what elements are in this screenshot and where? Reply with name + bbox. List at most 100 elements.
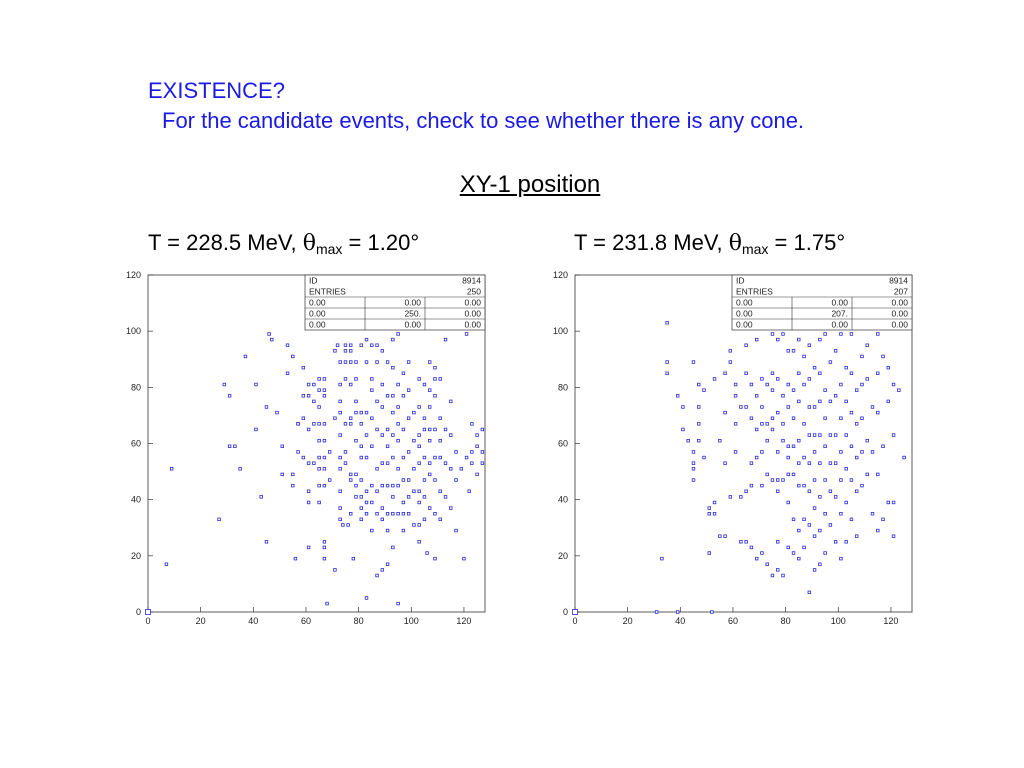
data-point [781,394,785,398]
data-point [312,382,316,387]
data-point [443,461,448,465]
data-point [781,573,785,578]
scatter-plot-left: 0 20 40 60 80 100 120 0 20 40 60 80 100 120 ID 8914 ENTR… [118,270,488,630]
data-point [422,495,427,499]
data-point [391,545,395,550]
data-point [572,609,578,615]
data-point [285,343,290,347]
data-point [417,444,421,449]
stats-cell: 0.00 [736,320,753,330]
data-point [349,422,353,426]
data-point [422,427,427,432]
x-tick-label: 80 [354,616,364,626]
data-point [770,371,775,375]
data-point [145,609,151,615]
data-point [828,489,833,493]
data-point [812,534,817,538]
data-point [480,427,485,432]
data-point [823,332,827,336]
data-point [849,517,854,522]
data-point [807,377,812,381]
data-point [354,495,358,499]
data-point [828,399,833,404]
data-point [707,551,711,555]
data-point [480,461,485,465]
data-point [438,489,442,493]
data-point [828,461,833,465]
data-point [470,461,474,465]
data-point [860,416,864,420]
data-point [776,540,780,544]
data-point [428,360,432,364]
data-point [681,427,685,432]
data-point [802,382,806,387]
data-point [412,410,416,415]
data-point [338,399,342,404]
stats-id-label: ID [309,276,318,286]
data-point [385,461,390,465]
data-point [238,467,242,471]
data-point [739,495,743,499]
data-point [760,483,764,488]
data-point [860,483,864,488]
data-point [359,455,363,460]
data-point [412,438,416,443]
y-tick-label: 100 [126,326,141,336]
data-point [754,427,759,432]
data-point [385,483,390,488]
data-point [364,500,369,505]
data-point [354,438,358,443]
x-tick-label: 40 [675,616,685,626]
data-point [876,528,880,533]
data-point [370,483,374,488]
data-point [844,540,848,544]
data-point [422,455,427,460]
stats-cell: 0.00 [404,298,421,308]
data-point [438,455,442,460]
data-point [346,523,350,527]
data-point [401,427,406,432]
data-point [428,438,432,443]
data-point [349,472,353,477]
data-point [776,568,780,572]
data-point [786,349,790,353]
data-point [406,388,411,392]
data-point [306,382,311,387]
data-point [849,444,854,449]
data-point [855,534,859,538]
data-point [322,394,327,398]
data-point [359,506,363,510]
data-point [876,472,880,477]
data-point [338,506,342,510]
data-point [776,478,780,482]
data-point [807,489,812,493]
data-point [433,394,437,398]
y-tick-label: 0 [136,607,141,617]
data-point [391,410,395,415]
data-point [359,444,363,449]
data-point [760,422,764,426]
data-point [818,562,822,566]
data-point [312,461,316,465]
x-tick-label: 60 [301,616,311,626]
data-point [422,382,427,387]
data-point [833,540,838,544]
data-point [280,444,284,449]
data-point [317,388,321,392]
data-point [364,512,369,516]
data-point [417,433,421,437]
data-point [275,410,279,415]
data-point [385,512,390,516]
data-point [359,422,363,426]
data-point [380,433,385,437]
data-point [401,455,406,460]
data-point [375,512,379,516]
data-point [712,500,717,505]
data-point [807,461,812,465]
data-point [317,467,321,471]
data-point [812,405,817,409]
data-point [702,455,706,460]
data-point [844,433,848,437]
data-point [354,483,358,488]
data-point [449,433,453,437]
